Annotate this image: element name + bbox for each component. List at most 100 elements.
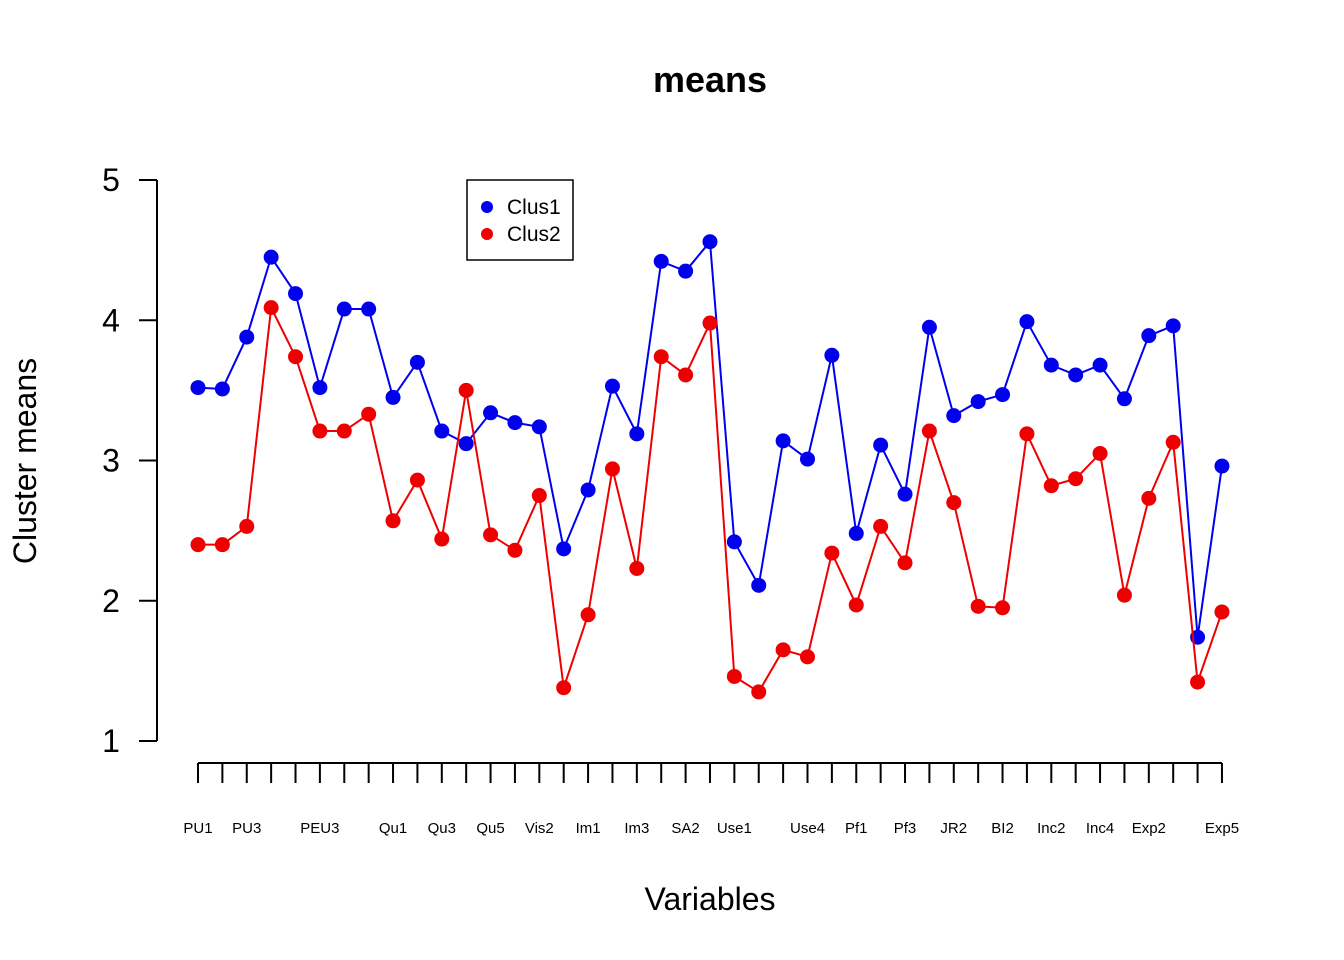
legend-label-clus1: Clus1 bbox=[507, 196, 561, 219]
data-point-clus2 bbox=[507, 542, 523, 558]
data-point-clus2 bbox=[1092, 445, 1108, 461]
y-tick-label: 4 bbox=[102, 302, 120, 338]
data-point-clus1 bbox=[336, 301, 352, 317]
x-tick-label: Inc4 bbox=[1086, 820, 1114, 837]
data-point-clus2 bbox=[1214, 604, 1230, 620]
data-point-clus1 bbox=[312, 380, 328, 396]
x-tick-label: Exp2 bbox=[1132, 820, 1166, 837]
data-point-clus2 bbox=[361, 406, 377, 422]
x-tick-label: Qu3 bbox=[428, 820, 456, 837]
data-point-clus1 bbox=[1068, 367, 1084, 383]
data-point-clus2 bbox=[946, 495, 962, 511]
x-tick-label: BI2 bbox=[991, 820, 1014, 837]
data-point-clus1 bbox=[1092, 357, 1108, 373]
data-point-clus1 bbox=[263, 249, 279, 265]
data-point-clus2 bbox=[409, 472, 425, 488]
data-point-clus1 bbox=[604, 378, 620, 394]
data-point-clus2 bbox=[580, 607, 596, 623]
data-point-clus2 bbox=[678, 367, 694, 383]
data-point-clus2 bbox=[1043, 478, 1059, 494]
data-point-clus1 bbox=[775, 433, 791, 449]
data-point-clus1 bbox=[531, 419, 547, 435]
legend-marker-clus2 bbox=[481, 228, 493, 240]
y-axis-label: Cluster means bbox=[7, 358, 43, 564]
data-point-clus1 bbox=[995, 387, 1011, 403]
data-point-clus2 bbox=[483, 527, 499, 543]
x-tick-label: Use1 bbox=[717, 820, 752, 837]
data-point-clus2 bbox=[848, 597, 864, 613]
data-point-clus1 bbox=[361, 301, 377, 317]
data-point-clus1 bbox=[678, 263, 694, 279]
series-line-clus1 bbox=[197, 239, 1223, 638]
legend-label-clus2: Clus2 bbox=[507, 223, 561, 246]
data-point-clus1 bbox=[580, 482, 596, 498]
data-point-clus1 bbox=[1141, 328, 1157, 344]
data-point-clus2 bbox=[1116, 587, 1132, 603]
y-tick-label: 2 bbox=[102, 583, 120, 619]
legend-marker-clus1 bbox=[481, 201, 493, 213]
data-point-clus2 bbox=[1141, 490, 1157, 506]
data-point-clus1 bbox=[702, 234, 718, 250]
data-point-clus2 bbox=[970, 598, 986, 614]
x-tick-label: PU1 bbox=[183, 820, 212, 837]
data-point-clus2 bbox=[458, 382, 474, 398]
data-point-clus2 bbox=[385, 513, 401, 529]
data-point-clus1 bbox=[1043, 357, 1059, 373]
x-tick-label: PEU3 bbox=[300, 820, 339, 837]
data-point-clus1 bbox=[873, 437, 889, 453]
data-point-clus1 bbox=[629, 426, 645, 442]
y-tick-label: 5 bbox=[102, 162, 120, 198]
data-point-clus1 bbox=[921, 319, 937, 335]
data-point-clus1 bbox=[190, 380, 206, 396]
x-tick-label: Vis2 bbox=[525, 820, 554, 837]
x-tick-label: Im1 bbox=[576, 820, 601, 837]
data-point-clus1 bbox=[824, 347, 840, 363]
data-point-clus2 bbox=[214, 537, 230, 553]
data-point-clus1 bbox=[239, 329, 255, 345]
x-tick-label: Exp5 bbox=[1205, 820, 1239, 837]
data-point-clus1 bbox=[726, 534, 742, 550]
x-tick-label: Qu1 bbox=[379, 820, 407, 837]
data-point-clus2 bbox=[921, 423, 937, 439]
data-point-clus1 bbox=[897, 486, 913, 502]
series-line-clus2 bbox=[198, 304, 1223, 694]
data-point-clus1 bbox=[970, 394, 986, 410]
data-point-clus2 bbox=[653, 349, 669, 365]
x-tick-label: Use4 bbox=[790, 820, 825, 837]
data-point-clus1 bbox=[214, 381, 230, 397]
y-tick-label: 3 bbox=[102, 443, 120, 479]
data-point-clus2 bbox=[1019, 426, 1035, 442]
data-point-clus2 bbox=[1190, 674, 1206, 690]
x-tick-label: Qu5 bbox=[476, 820, 504, 837]
data-point-clus1 bbox=[483, 405, 499, 421]
data-point-clus1 bbox=[653, 253, 669, 269]
data-point-clus1 bbox=[946, 408, 962, 424]
data-point-clus1 bbox=[434, 423, 450, 439]
x-tick-label: Inc2 bbox=[1037, 820, 1065, 837]
x-axis-label: Variables bbox=[644, 881, 775, 917]
data-point-clus1 bbox=[751, 577, 767, 593]
x-tick-label: JR2 bbox=[940, 820, 967, 837]
y-axis: 1 2 3 4 5 bbox=[102, 162, 158, 759]
chart-title: means bbox=[653, 59, 767, 100]
data-point-clus1 bbox=[1116, 391, 1132, 407]
data-point-clus1 bbox=[507, 415, 523, 431]
data-point-clus2 bbox=[288, 349, 304, 365]
data-point-clus2 bbox=[995, 600, 1011, 616]
x-axis: PU1 PU3 PEU3 Qu1 Qu3 Qu5 Vis2 Im1 Im3 SA2 Use1 Use4… bbox=[183, 762, 1239, 837]
data-point-clus1 bbox=[1165, 318, 1181, 334]
data-point-clus2 bbox=[824, 545, 840, 561]
series-layer bbox=[190, 234, 1230, 700]
data-point-clus2 bbox=[897, 555, 913, 571]
series-clus2 bbox=[190, 300, 1230, 700]
legend: Clus1 Clus2 bbox=[466, 179, 574, 261]
x-tick-label: Im3 bbox=[624, 820, 649, 837]
x-tick-label: Pf1 bbox=[845, 820, 868, 837]
data-point-clus2 bbox=[751, 684, 767, 700]
data-point-clus2 bbox=[531, 488, 547, 504]
data-point-clus2 bbox=[800, 649, 815, 665]
data-point-clus1 bbox=[1019, 314, 1035, 330]
data-point-clus1 bbox=[288, 286, 304, 302]
series-clus1 bbox=[190, 234, 1230, 645]
